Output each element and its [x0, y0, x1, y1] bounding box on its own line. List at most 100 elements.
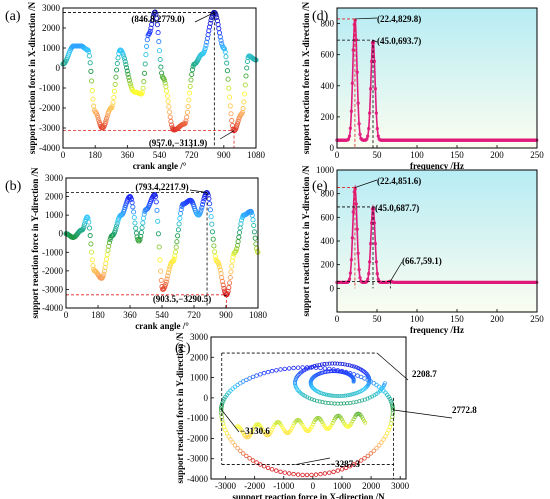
data-point	[211, 243, 217, 249]
data-point	[103, 260, 109, 267]
panel-e: 0 50 100 150 200 250 0 200 400 600 800 1000 frequenc…	[301, 165, 544, 335]
x-tick-label: 250	[530, 314, 544, 324]
data-point	[221, 46, 228, 52]
panel-a: 0 180 360 540 720 900 1080 -4000 -3000 -2000 -1000…	[5, 1, 266, 171]
orbit-point	[353, 391, 358, 396]
data-point	[114, 220, 120, 226]
plot-background	[337, 8, 537, 148]
data-point	[158, 268, 164, 274]
data-point	[250, 217, 256, 223]
spectrum-point	[375, 126, 379, 131]
y-tick-label: -2000	[39, 103, 60, 113]
x-tick-label: 360	[123, 310, 137, 320]
plot-background	[337, 170, 537, 312]
data-point	[137, 236, 143, 242]
orbit-point	[269, 429, 273, 434]
x-tick-label: 900	[217, 150, 231, 160]
data-point	[228, 111, 234, 117]
y-tick-label: 2000	[45, 192, 64, 202]
data-point	[121, 53, 127, 59]
orbit-point	[331, 393, 336, 398]
orbit-point	[365, 453, 370, 459]
data-point	[121, 56, 128, 62]
x-tick-label: -2000	[244, 481, 265, 491]
orbit-point	[258, 372, 263, 377]
data-point	[114, 67, 120, 73]
orbit-point	[362, 456, 367, 461]
spectrum-point	[371, 41, 376, 45]
x-axis-label: frequency /Hz	[410, 161, 464, 171]
annotation-leader	[393, 409, 453, 419]
data-point	[166, 104, 172, 110]
data-point	[236, 229, 243, 236]
annotation-label: (957.0,−3131.9)	[149, 138, 207, 148]
orbit-point	[345, 393, 350, 398]
x-tick-label: 360	[121, 150, 135, 160]
data-point	[81, 224, 87, 230]
x-tick-label: 0	[335, 150, 340, 160]
data-point	[101, 271, 107, 277]
orbit-point	[362, 386, 367, 391]
data-point	[164, 93, 170, 99]
spectrum-point	[365, 137, 369, 141]
data-point	[158, 64, 164, 70]
data-point	[112, 228, 118, 234]
data-point	[167, 114, 173, 120]
orbit-point	[347, 464, 353, 469]
orbit-point	[330, 361, 335, 366]
data-point	[199, 204, 205, 211]
orbit-point	[226, 434, 231, 439]
orbit-point	[250, 458, 256, 463]
x-tick-label: 180	[91, 310, 105, 320]
data-point	[216, 26, 222, 32]
x-axis-label: support reaction force in X-direction /N	[232, 492, 385, 499]
data-point	[199, 202, 206, 208]
spectrum-point	[352, 190, 356, 194]
data-point	[113, 223, 120, 229]
data-point	[244, 58, 250, 65]
data-point	[229, 258, 235, 264]
spectrum-point	[347, 134, 352, 138]
orbit-point	[389, 401, 394, 406]
y-tick-label: -1000	[39, 83, 60, 93]
orbit-point	[308, 426, 313, 431]
plot-frame	[210, 336, 407, 480]
spectrum-point	[367, 260, 372, 264]
x-tick-label: 540	[155, 310, 169, 320]
data-point	[237, 225, 243, 231]
spectrum-point	[356, 251, 360, 256]
data-point	[143, 52, 149, 58]
orbit-point	[278, 367, 283, 372]
orbit-point	[308, 365, 313, 370]
orbit-point	[219, 405, 224, 410]
orbit-point	[312, 364, 317, 368]
orbit-point	[315, 415, 320, 420]
x-tick-label: 1000	[333, 481, 352, 491]
data-point	[240, 105, 246, 112]
data-point	[162, 80, 168, 86]
x-tick-label: 720	[187, 310, 201, 320]
orbit-point	[232, 443, 238, 448]
data-point	[185, 103, 191, 110]
annotation-leader	[354, 17, 378, 20]
data-point	[113, 225, 119, 232]
orbit-point	[291, 423, 296, 428]
data-point	[197, 209, 203, 215]
spectrum-point	[348, 271, 353, 275]
orbit-point	[265, 465, 271, 471]
annotation-leader	[372, 39, 378, 43]
data-point	[175, 227, 181, 233]
data-point	[209, 221, 215, 227]
spectrum-point	[358, 132, 362, 137]
spectrum-point	[373, 87, 378, 91]
panel-label: (a)	[5, 9, 21, 24]
data-point	[249, 209, 255, 215]
orbit-point	[347, 363, 352, 368]
spectrum-point	[368, 87, 373, 91]
orbit-point	[348, 400, 353, 405]
x-axis-label: crank angle /°	[135, 321, 189, 331]
data-point	[189, 71, 195, 77]
y-axis-label: support reaction force in Y-direction /N	[175, 332, 185, 484]
orbit-point	[322, 362, 327, 366]
annotation-leader	[219, 130, 235, 140]
